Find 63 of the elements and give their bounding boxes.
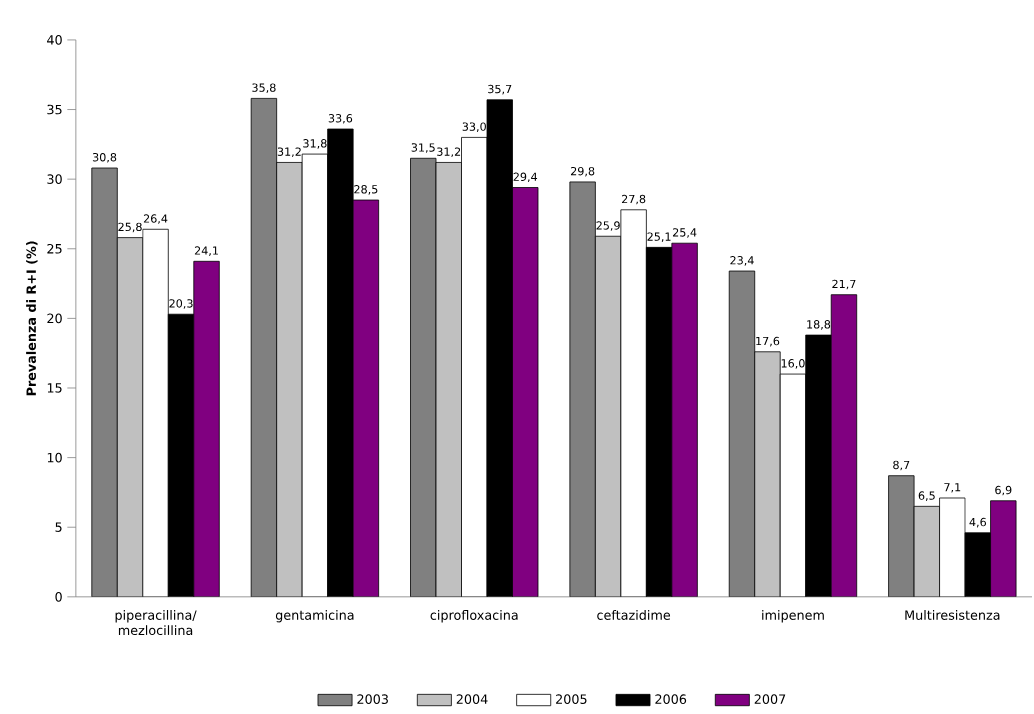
- data-label: 17,6: [756, 336, 780, 347]
- data-label: 7,1: [944, 483, 961, 493]
- data-label: 31,2: [277, 147, 301, 158]
- data-label: 16,0: [781, 359, 805, 369]
- data-label: 31,5: [411, 143, 435, 153]
- bar: [276, 162, 303, 597]
- data-label: 25,1: [647, 232, 671, 243]
- bar: [728, 270, 756, 597]
- bar: [116, 237, 144, 597]
- data-label: 25,8: [118, 222, 142, 233]
- data-label: 31,8: [303, 139, 327, 149]
- x-tick-label: gentamicina: [275, 610, 354, 623]
- x-tick-label: piperacillina/ mezlocillina: [115, 610, 197, 636]
- data-label: 35,8: [252, 83, 276, 94]
- data-label: 25,9: [596, 221, 620, 231]
- data-label: 31,2: [437, 147, 461, 158]
- legend-label: 2005: [556, 694, 587, 705]
- bar: [754, 351, 781, 597]
- bar: [435, 162, 462, 597]
- data-label: 6,5: [918, 491, 935, 502]
- bar: [91, 167, 118, 597]
- x-tick-label: Multiresistenza: [905, 610, 1000, 621]
- data-label: 28,5: [354, 185, 378, 195]
- y-axis-title: Prevalenza di R+I (%): [26, 241, 38, 396]
- x-tick-label: imipenem: [762, 610, 824, 623]
- data-label: 23,4: [730, 256, 754, 266]
- y-tick-label: 30: [47, 174, 62, 185]
- data-label: 29,8: [570, 167, 595, 177]
- legend-label: 2007: [754, 694, 786, 705]
- data-label: 33,6: [328, 114, 353, 124]
- x-tick-label: ceftazidime: [597, 610, 671, 621]
- y-tick-label: 40: [47, 35, 62, 45]
- bar: [913, 506, 940, 597]
- y-tick-label: 5: [55, 522, 62, 533]
- data-label: 6,9: [995, 485, 1012, 496]
- legend-label: 2004: [456, 694, 488, 705]
- data-label: 8,7: [893, 460, 910, 471]
- data-label: 35,7: [488, 84, 512, 95]
- y-tick-label: 25: [47, 244, 62, 254]
- x-tick-label: ciprofloxacina: [430, 610, 518, 623]
- y-tick-label: 10: [47, 452, 62, 463]
- bar: [888, 475, 915, 597]
- bar: [410, 158, 437, 597]
- data-label: 30,8: [92, 153, 117, 163]
- data-label: 25,4: [672, 228, 697, 238]
- data-label: 33,0: [462, 122, 486, 133]
- legend-label: 2006: [655, 694, 687, 705]
- data-label: 24,1: [194, 246, 218, 257]
- data-label: 20,3: [169, 299, 193, 309]
- data-label: 4,6: [969, 517, 987, 528]
- y-tick-label: 15: [47, 383, 62, 393]
- data-label: 27,8: [621, 194, 646, 205]
- data-label: 18,8: [807, 320, 831, 330]
- data-label: 29,4: [513, 172, 538, 183]
- data-label: 21,7: [832, 279, 856, 290]
- y-tick-label: 20: [47, 313, 62, 324]
- bar: [569, 181, 596, 597]
- bar: [594, 235, 622, 597]
- legend-label: 2003: [357, 694, 388, 705]
- y-tick-label: 0: [55, 592, 62, 602]
- bar: [250, 98, 278, 597]
- y-tick-label: 35: [47, 104, 62, 115]
- data-label: 26,4: [143, 214, 168, 225]
